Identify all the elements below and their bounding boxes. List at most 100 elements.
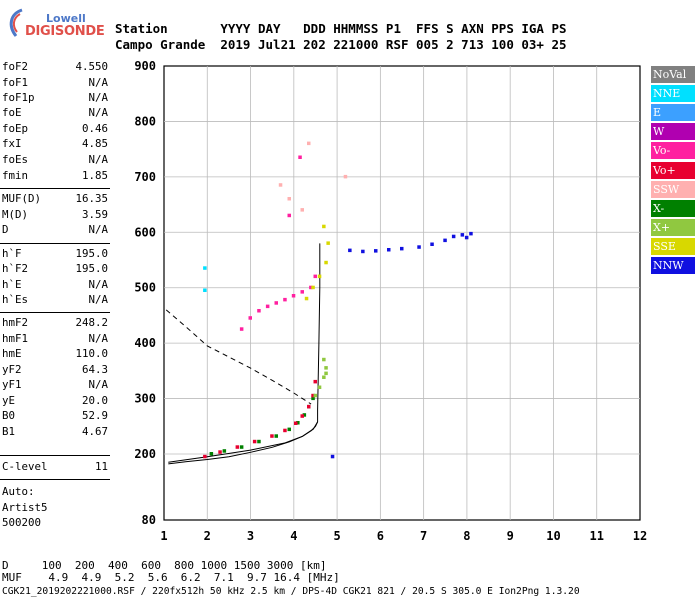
point-nnw bbox=[400, 246, 404, 251]
point-x- bbox=[311, 396, 315, 401]
param-key: foF1p bbox=[2, 91, 35, 104]
point-vo- bbox=[252, 439, 257, 444]
lowell-logo-icon bbox=[9, 8, 23, 37]
param-key: yF1 bbox=[2, 378, 22, 391]
x-tick-label: 11 bbox=[590, 529, 604, 543]
point-sse bbox=[304, 296, 309, 301]
point-vo- bbox=[313, 274, 317, 279]
point-ssw bbox=[307, 141, 311, 146]
point-nnw bbox=[460, 233, 465, 237]
param-row-m-d-: M(D) 3.59 bbox=[2, 208, 108, 223]
param-value: N/A bbox=[88, 223, 108, 236]
param-separator bbox=[0, 455, 110, 456]
point-x- bbox=[287, 427, 291, 432]
param-value: 248.2 bbox=[75, 316, 108, 329]
point-vo- bbox=[265, 304, 270, 309]
point-x- bbox=[322, 357, 326, 362]
param-row-b0: B0 52.9 bbox=[2, 409, 108, 424]
param-value: 4.67 bbox=[81, 425, 108, 438]
param-row-fxi: fxI 4.85 bbox=[2, 137, 108, 152]
param-value: N/A bbox=[88, 91, 108, 104]
legend-item-noval: NoVal bbox=[651, 66, 695, 83]
param-row-hmf2: hmF2 248.2 bbox=[2, 316, 108, 331]
point-vo- bbox=[313, 379, 317, 384]
logo-digisonde-text: DIGISONDE bbox=[25, 24, 105, 39]
param-key: h`F2 bbox=[2, 262, 29, 275]
param-key: h`Es bbox=[2, 293, 29, 306]
x-tick-label: 3 bbox=[247, 529, 254, 543]
point-sse bbox=[317, 274, 322, 279]
param-separator bbox=[0, 188, 110, 189]
param-separator bbox=[0, 479, 110, 480]
param-value: 4.550 bbox=[75, 60, 108, 73]
param-value: N/A bbox=[88, 106, 108, 119]
x-tick-label: 10 bbox=[546, 529, 560, 543]
param-row-foe: foE N/A bbox=[2, 106, 108, 121]
point-nne bbox=[203, 266, 207, 270]
param-key: yF2 bbox=[2, 363, 22, 376]
param-key: foF2 bbox=[2, 60, 29, 73]
param-key: D bbox=[2, 223, 9, 236]
x-tick-label: 4 bbox=[290, 529, 297, 543]
point-x- bbox=[313, 393, 317, 398]
y-tick-label: 600 bbox=[134, 225, 156, 239]
point-x- bbox=[296, 421, 300, 425]
ionogram-trace-dashed bbox=[165, 309, 312, 405]
param-row-h-f2: h`F2 195.0 bbox=[2, 262, 108, 277]
param-key: foEp bbox=[2, 122, 29, 135]
legend-item-w: W bbox=[651, 123, 695, 141]
param-row-foes: foEs N/A bbox=[2, 153, 108, 168]
point-x- bbox=[324, 371, 328, 376]
point-x- bbox=[257, 439, 261, 444]
legend-item-nne: NNE bbox=[651, 85, 695, 103]
param-value: 64.3 bbox=[81, 363, 108, 376]
legend-item-nnw: NNW bbox=[651, 257, 695, 274]
x-tick-label: 2 bbox=[204, 529, 211, 543]
param-value: 195.0 bbox=[75, 262, 108, 275]
param-row-yf1: yF1 N/A bbox=[2, 378, 108, 393]
param-key: hmE bbox=[2, 347, 22, 360]
plot-frame bbox=[163, 65, 641, 521]
point-sse bbox=[324, 260, 328, 265]
param-value: 11 bbox=[94, 460, 108, 473]
param-key: B0 bbox=[2, 409, 16, 422]
y-tick-label: 80 bbox=[142, 513, 156, 527]
param-value: 1.85 bbox=[81, 169, 108, 182]
param-row-fof2: foF2 4.550 bbox=[2, 60, 108, 75]
point-vo- bbox=[298, 155, 302, 159]
param-key: foEs bbox=[2, 153, 29, 166]
y-tick-label: 300 bbox=[134, 392, 156, 406]
point-vo- bbox=[300, 290, 304, 294]
param-key: fmin bbox=[2, 169, 29, 182]
logo-lowell-text: Lowell bbox=[46, 12, 86, 25]
point-vo- bbox=[283, 297, 287, 302]
param-row-muf-d-: MUF(D) 16.35 bbox=[2, 192, 108, 207]
y-tick-label: 400 bbox=[134, 336, 156, 350]
param-value: 0.46 bbox=[81, 122, 108, 135]
point-vo- bbox=[235, 445, 240, 449]
point-nnw bbox=[469, 231, 473, 236]
y-tick-label: 800 bbox=[134, 114, 156, 128]
param-key: M(D) bbox=[2, 208, 29, 221]
param-row-foep: foEp 0.46 bbox=[2, 122, 108, 137]
x-tick-label: 12 bbox=[633, 529, 647, 543]
param-row-ye: yE 20.0 bbox=[2, 394, 108, 409]
point-x- bbox=[274, 434, 278, 438]
param-row-fof1p: foF1p N/A bbox=[2, 91, 108, 106]
param-value: N/A bbox=[88, 378, 108, 391]
y-tick-label: 700 bbox=[134, 170, 156, 184]
auto-version: 500200 bbox=[2, 516, 42, 529]
point-nnw bbox=[464, 235, 469, 240]
param-value: 3.59 bbox=[81, 208, 108, 221]
x-tick-label: 7 bbox=[420, 529, 427, 543]
point-nnw bbox=[361, 249, 365, 254]
point-sse bbox=[326, 241, 330, 245]
param-key: h`E bbox=[2, 278, 22, 291]
point-nnw bbox=[374, 249, 378, 253]
point-ssw bbox=[278, 183, 283, 187]
param-separator bbox=[0, 243, 110, 244]
legend-item-x-: X+ bbox=[651, 218, 695, 236]
point-vo- bbox=[300, 414, 304, 418]
param-row-fmin: fmin 1.85 bbox=[2, 169, 108, 184]
